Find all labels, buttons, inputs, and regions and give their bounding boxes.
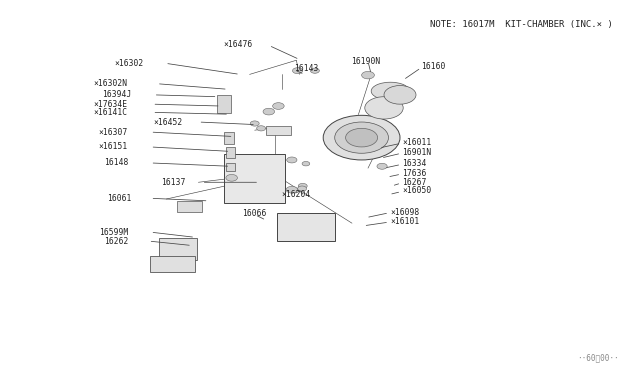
Text: ×16098: ×16098 [390,208,420,217]
Text: ×16141C: ×16141C [94,108,128,117]
Circle shape [346,128,378,147]
Text: 16262: 16262 [104,237,128,246]
Text: 16901N: 16901N [402,148,431,157]
Bar [225,154,285,203]
Circle shape [310,68,319,73]
Text: ×16204: ×16204 [282,190,311,199]
Text: 16137: 16137 [161,178,186,187]
Text: 16160: 16160 [421,62,445,71]
Text: 16143: 16143 [294,64,319,73]
Text: ×16476: ×16476 [223,40,253,49]
Text: ×16151: ×16151 [99,142,128,151]
Text: ×16101: ×16101 [390,217,420,226]
Text: 16148: 16148 [104,158,128,167]
Circle shape [362,71,374,79]
Circle shape [377,163,387,169]
Text: ×16011: ×16011 [402,138,431,147]
Text: ×16452: ×16452 [153,118,182,126]
Circle shape [365,97,403,119]
Circle shape [273,103,284,109]
Bar [159,238,197,260]
Bar [226,163,235,171]
Circle shape [263,108,275,115]
Text: 16267: 16267 [402,178,426,187]
Text: 16066: 16066 [242,209,266,218]
Circle shape [298,186,307,191]
Text: NOTE: 16017M  KIT-CHAMBER (INC.× ): NOTE: 16017M KIT-CHAMBER (INC.× ) [430,20,613,29]
Text: ×17634E: ×17634E [94,100,128,109]
Circle shape [292,68,303,74]
Text: ··60：00··: ··60：00·· [577,353,620,362]
Text: 16061: 16061 [107,194,131,203]
Circle shape [250,121,259,126]
Bar [266,126,291,135]
Bar [177,201,202,212]
Text: 17636: 17636 [402,169,426,178]
Text: ×16302N: ×16302N [94,79,128,88]
Circle shape [298,183,307,189]
Text: ×16307: ×16307 [99,128,128,137]
Text: 16334: 16334 [402,159,426,168]
Circle shape [302,161,310,166]
Circle shape [335,122,388,153]
Text: ×16050: ×16050 [402,186,431,195]
Ellipse shape [371,82,410,100]
Circle shape [287,157,297,163]
Bar [277,213,335,241]
Bar [226,147,235,158]
Text: 16190N: 16190N [351,57,380,66]
Text: 16599M: 16599M [99,228,128,237]
Circle shape [257,126,266,131]
Circle shape [323,115,400,160]
Text: 16394J: 16394J [102,90,131,99]
Bar [217,95,231,113]
Circle shape [286,186,298,193]
Circle shape [226,174,237,181]
Bar [224,132,234,144]
Circle shape [384,86,416,104]
Text: ×16302: ×16302 [115,59,144,68]
Bar [150,256,195,272]
